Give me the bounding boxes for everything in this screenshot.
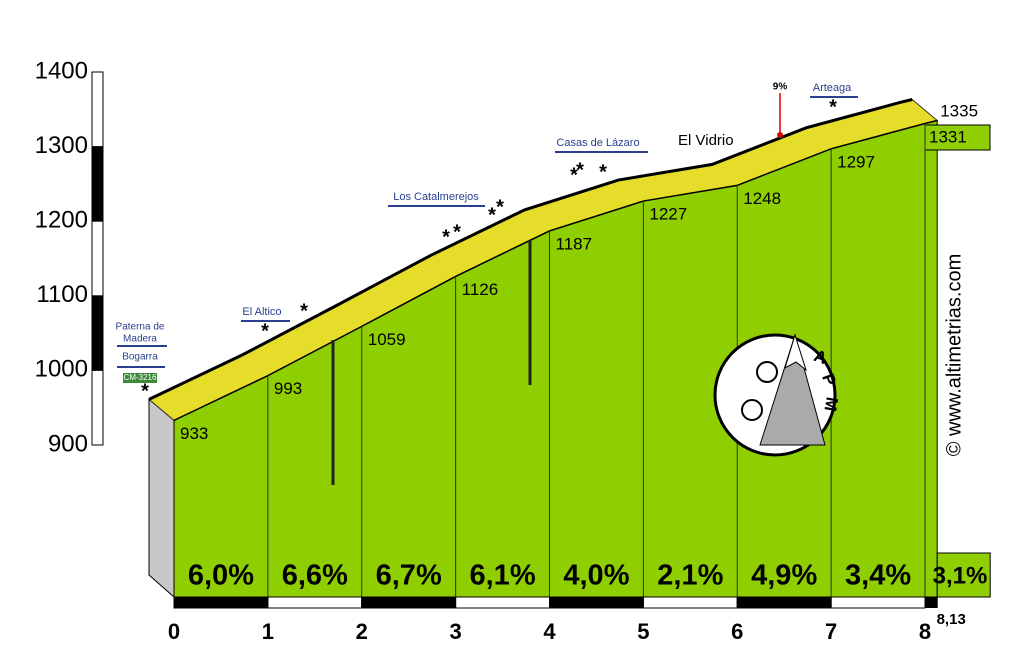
logo-snow — [784, 333, 807, 372]
km-bar — [549, 596, 644, 609]
place-label: El Altico — [242, 306, 281, 318]
y-tick-label: 1400 — [35, 57, 88, 84]
x-tick-label: 8 — [919, 619, 931, 644]
gradient-label: 6,6% — [282, 560, 348, 592]
x-tick-label: 5 — [637, 619, 649, 644]
logo-wheel — [756, 361, 778, 383]
elevation-label: 1297 — [837, 152, 875, 171]
climb-marker: * — [570, 164, 578, 186]
elevation-label: 1335 — [940, 101, 978, 120]
km-bar — [925, 597, 938, 608]
y-tick-label: 900 — [48, 430, 88, 457]
gradient-label: 6,7% — [376, 560, 442, 592]
y-tick-label: 1100 — [36, 281, 88, 308]
gradient-label: 4,9% — [751, 560, 817, 592]
climb-marker: * — [599, 161, 607, 183]
gradient-marker-dot — [777, 132, 783, 138]
x-tick-label: 3 — [450, 619, 462, 644]
place-label: 9% — [773, 82, 788, 93]
logo-wheel — [741, 399, 763, 421]
watermark: © www.altimetrias.com — [943, 254, 965, 457]
climb-marker: * — [261, 320, 269, 342]
gradient-label: 4,0% — [563, 560, 629, 592]
gradient-label: 3,4% — [845, 560, 911, 592]
place-label: Casas de Lázaro — [556, 137, 639, 149]
side-face — [148, 398, 175, 599]
place-label: Los Catalmerejos — [393, 191, 479, 203]
km-bar — [361, 596, 457, 609]
place-label: El Vidrio — [678, 132, 734, 149]
place-label: Madera — [123, 334, 157, 345]
climb-marker: * — [300, 300, 308, 322]
gradient-label: 2,1% — [657, 560, 723, 592]
elevation-label: 1331 — [929, 127, 967, 146]
x-tick-label: 2 — [356, 619, 368, 644]
logo-letter: M — [820, 396, 841, 413]
elevation-label: 1187 — [556, 234, 593, 253]
km-bar — [642, 596, 738, 609]
x-tick-label: 7 — [825, 619, 837, 644]
climb-marker: * — [488, 204, 496, 226]
place-label: CM-3216 — [124, 373, 157, 382]
ruler-stripe — [92, 146, 103, 222]
end-box — [924, 124, 991, 151]
elevation-label: 1248 — [743, 189, 781, 208]
km-bar — [455, 596, 550, 609]
place-label: Arteaga — [813, 82, 852, 94]
climb-marker: * — [141, 380, 149, 402]
x-tick-label: 0 — [168, 619, 180, 644]
logo-mountain — [759, 333, 826, 446]
elevation-label: 1227 — [649, 205, 687, 224]
y-tick-label: 1300 — [35, 132, 88, 159]
km-bar — [173, 596, 269, 609]
climb-marker: * — [453, 221, 461, 243]
place-label: Paterna de — [116, 322, 165, 333]
km-bar — [830, 596, 926, 609]
x-tick-label: 8,13 — [937, 611, 966, 628]
elevation-label: 1126 — [462, 280, 499, 299]
y-tick-label: 1200 — [35, 207, 88, 234]
climb-marker: * — [496, 196, 504, 218]
gradient-label: 6,0% — [188, 560, 254, 592]
x-tick-label: 6 — [731, 619, 743, 644]
road-badge — [123, 373, 157, 383]
profile-line — [173, 119, 938, 422]
gradient-label: 6,1% — [470, 560, 536, 592]
logo-letter: A — [811, 346, 829, 368]
km-bar — [736, 596, 832, 609]
x-tick-label: 1 — [262, 619, 274, 644]
elevation-label: 1059 — [368, 330, 406, 349]
elevation-label: 993 — [274, 379, 302, 398]
end-box — [936, 552, 991, 598]
elevation-ruler — [91, 71, 104, 446]
gradient-label: 3,1% — [933, 562, 988, 589]
climb-marker: * — [829, 96, 837, 118]
climb-marker: * — [442, 226, 450, 248]
place-label: Bogarra — [122, 352, 158, 363]
km-bar — [267, 596, 363, 609]
climb-marker: * — [576, 159, 584, 181]
ruler-stripe — [92, 295, 103, 371]
y-tick-label: 1000 — [35, 356, 88, 383]
x-tick-label: 4 — [543, 619, 556, 644]
elevation-label: 933 — [180, 424, 208, 443]
road-edge — [148, 98, 913, 401]
